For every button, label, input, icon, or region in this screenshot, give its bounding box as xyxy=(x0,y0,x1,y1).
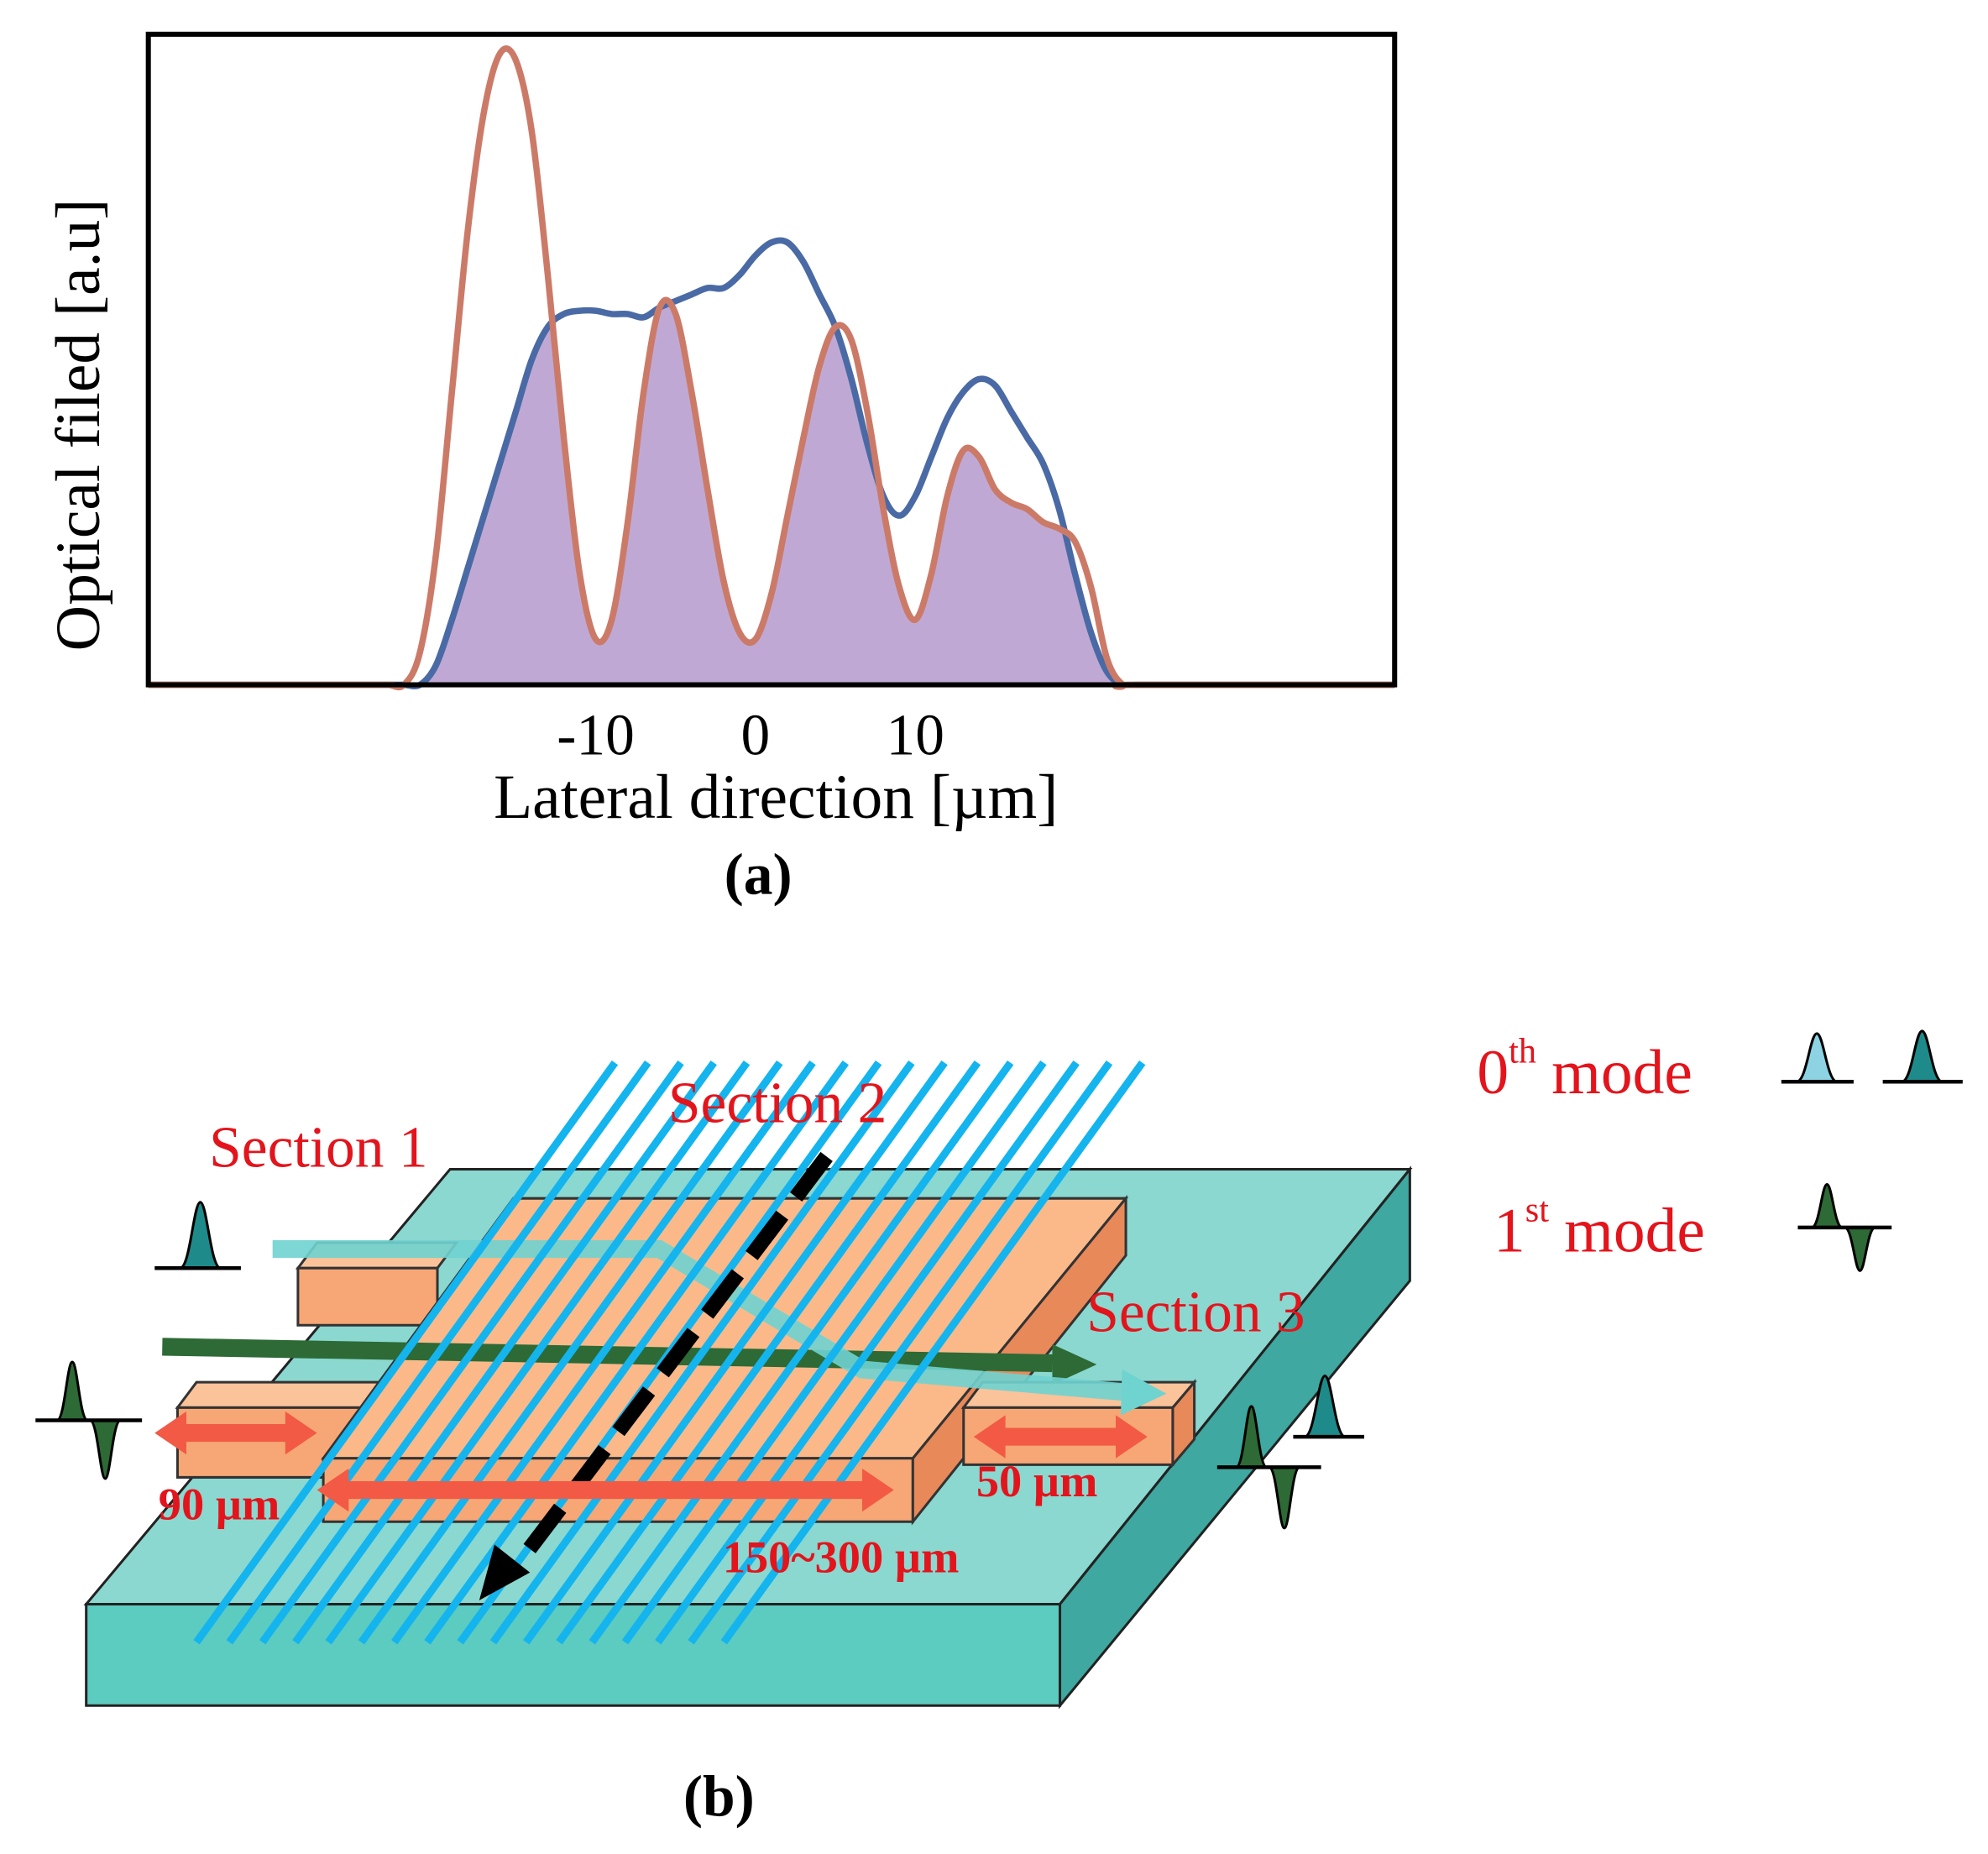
mode-shape xyxy=(88,1418,122,1480)
grating-line xyxy=(391,1060,816,1645)
grating xyxy=(193,1060,1146,1645)
x-tick-label: 10 xyxy=(887,704,944,768)
waveguide-front xyxy=(296,1266,439,1327)
grating-line xyxy=(424,1060,849,1645)
grating-line xyxy=(259,1060,684,1645)
arrow-head xyxy=(479,1544,531,1600)
mode-shape xyxy=(179,1201,222,1270)
mode-shape xyxy=(1901,1029,1944,1083)
mode-suffix: st xyxy=(1525,1190,1549,1229)
waveguide-top xyxy=(175,1380,390,1409)
plot-frame xyxy=(145,31,1398,688)
grating-line xyxy=(292,1060,717,1645)
mode-label: 0th mode xyxy=(1477,1032,1692,1108)
section-label: Section 1 xyxy=(209,1115,427,1180)
mode-text: mode xyxy=(1564,1197,1705,1266)
length-arrow xyxy=(317,1468,894,1512)
mode-shape xyxy=(1811,1183,1844,1229)
mode-label: 1st mode xyxy=(1494,1190,1705,1265)
mode-shape xyxy=(1304,1375,1347,1438)
grating-line xyxy=(589,1060,1014,1645)
x-tick-label: 0 xyxy=(741,704,771,768)
grating-line xyxy=(325,1060,751,1645)
length-arrow xyxy=(973,1415,1148,1459)
arrow-head xyxy=(1121,1370,1167,1416)
chart-a xyxy=(148,45,1395,691)
zeroth-mode-arrow xyxy=(272,1240,1129,1401)
mode-suffix: th xyxy=(1509,1032,1536,1071)
section-label: Section 2 xyxy=(668,1071,887,1136)
grating-line xyxy=(226,1060,651,1645)
waveguide-side xyxy=(1171,1379,1196,1469)
substrate-side xyxy=(1059,1165,1411,1710)
caption-b: (b) xyxy=(683,1765,755,1830)
dashed-arrow xyxy=(507,1151,833,1575)
x-axis-label: Lateral direction [µm] xyxy=(494,762,1058,832)
mode-shape xyxy=(55,1360,89,1422)
grating-line xyxy=(523,1060,948,1645)
mode-order: 0 xyxy=(1477,1038,1509,1108)
grating-line xyxy=(688,1060,1113,1645)
mode-icons xyxy=(35,1029,1963,1530)
caption-a: (a) xyxy=(725,843,793,908)
arrow-head xyxy=(1052,1343,1097,1385)
grating-line xyxy=(193,1060,619,1645)
diagram-b: Section 1 Section 2 Section 3 90 µm 50 µ… xyxy=(35,1029,1963,1830)
mode-shape xyxy=(1844,1226,1876,1272)
grating-line xyxy=(489,1060,915,1645)
series-line xyxy=(148,45,1395,691)
dimension-label: 150~300 µm xyxy=(723,1532,960,1583)
mode-text: mode xyxy=(1551,1038,1692,1108)
mode-shape xyxy=(1234,1405,1269,1469)
dimension-label: 90 µm xyxy=(159,1479,280,1529)
grating-line xyxy=(720,1060,1146,1645)
mode-shape xyxy=(1268,1465,1301,1530)
grating-line xyxy=(358,1060,783,1645)
series-line xyxy=(148,237,1395,690)
mode-order: 1 xyxy=(1494,1197,1525,1266)
grating-line xyxy=(621,1060,1047,1645)
first-mode-arrow xyxy=(162,1338,1053,1373)
length-arrows xyxy=(154,1411,1148,1512)
mode-shape xyxy=(1796,1032,1838,1083)
length-arrow xyxy=(154,1411,317,1455)
dimension-label: 50 µm xyxy=(976,1456,1098,1506)
grating-line xyxy=(655,1060,1080,1645)
x-tick-label: -10 xyxy=(557,704,635,768)
section-label: Section 3 xyxy=(1086,1281,1305,1345)
grating-line xyxy=(556,1060,981,1645)
y-axis-label: Optical filed [a.u] xyxy=(44,199,113,652)
